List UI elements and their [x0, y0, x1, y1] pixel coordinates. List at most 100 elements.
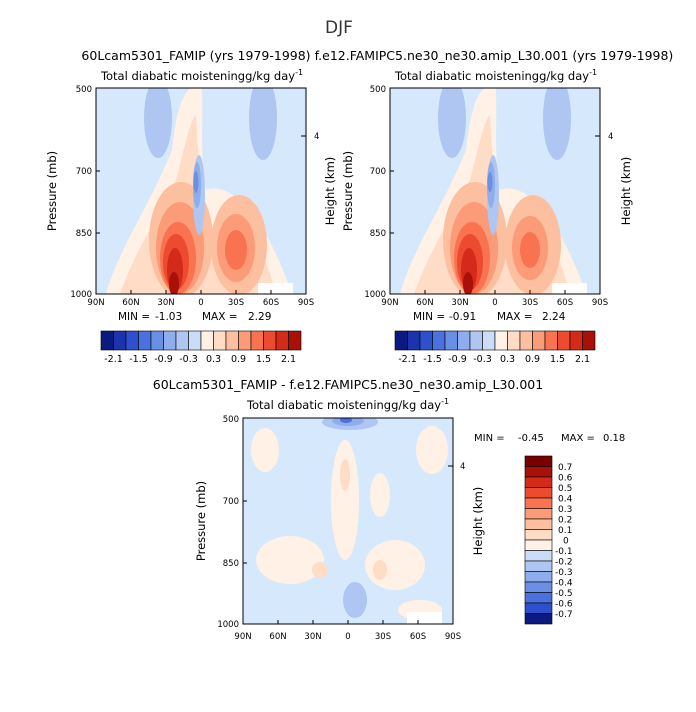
panel-b-cb-label-5: 0.3 [500, 354, 515, 365]
panel-c-units: g/kg day [391, 398, 441, 412]
panel-c-colorbar: 0.7 0.6 0.5 0.4 0.3 0.2 0.1 0 -0.1 -0.2 … [524, 455, 573, 625]
panel-a-xtick-30s: 30S [228, 298, 244, 308]
panel-c-yaxis: 500 700 850 1000 Pressure (mb) 4 Height … [194, 415, 485, 630]
panel-a-neg-lobe-nh [144, 88, 172, 158]
panel-a-cb-label-2: -1.5 [129, 354, 148, 365]
panel-c-right-tick: 4 [460, 462, 465, 472]
panel-a-ytick-500: 500 [76, 85, 92, 95]
panel-a-pos-lobe-sh-5 [225, 230, 247, 270]
panel-a-right-tick: 4 [314, 132, 319, 142]
panel-b-ylabel: Pressure (mb) [341, 151, 355, 231]
panel-a-units-exp: -1 [295, 68, 303, 77]
panel-c-max-value: 0.18 [603, 433, 625, 444]
panel-b-yaxis: 500 700 850 1000 Pressure (mb) 4 Height … [341, 85, 633, 300]
panel-a-xtick-0: 0 [198, 298, 203, 308]
panel-c-cb-label-2: 0.6 [558, 474, 573, 484]
panel-b-right-tick: 4 [608, 132, 613, 142]
panel-c-title: Total diabatic moisteningg/kg day-1 [246, 397, 449, 412]
panel-c-ytick-1000: 1000 [217, 620, 239, 630]
panel-a-cb-label-3: -0.9 [154, 354, 173, 365]
panel-b-xtick-30n: 30N [451, 298, 468, 308]
panel-a-xaxis: 90N 60N 30N 0 30S 60S 90S [87, 290, 314, 308]
panel-b-ytick-700: 700 [370, 167, 386, 177]
panel-a-cb-label-7: 1.5 [256, 354, 271, 365]
panel-a-cb-label-6: 0.9 [231, 354, 246, 365]
panel-c-min-value: -0.45 [518, 433, 544, 444]
panel-a-min-value: -1.03 [155, 311, 182, 323]
panel-b-max-label: MAX = [497, 311, 533, 323]
panel-b-cb-label-6: 0.9 [525, 354, 540, 365]
panel-b-field [390, 88, 600, 294]
panel-b-xtick-90s: 90S [592, 298, 608, 308]
panel-a-colorbar: -2.1 -1.5 -0.9 -0.3 0.3 0.9 1.5 2.1 [100, 330, 302, 365]
panel-a-pos-core-8 [169, 272, 179, 294]
panel-c-xtick-30s: 30S [375, 632, 391, 642]
panel-a-neg-lobe-sh [249, 88, 277, 160]
panel-c-pos-patch-6 [256, 536, 324, 584]
panel-b-case-name: f.e12.FAMIPC5.ne30_ne30.amip_L30.001 (yr… [315, 48, 674, 63]
panel-b-xtick-0: 0 [492, 298, 497, 308]
panel-a-xtick-90s: 90S [298, 298, 314, 308]
panel-a-title-text: Total diabatic moistening [100, 69, 245, 83]
panel-b-xtick-30s: 30S [522, 298, 538, 308]
panel-a-field [96, 88, 306, 294]
panel-c-xtick-60s: 60S [410, 632, 426, 642]
panel-c-cb-label-9: -0.1 [555, 547, 573, 557]
panel-b-xtick-60s: 60S [557, 298, 573, 308]
panel-c-xtick-90n: 90N [234, 632, 251, 642]
panel-c-units-exp: -1 [441, 397, 449, 406]
panel-c-cb-label-1: 0.7 [558, 463, 572, 473]
panel-b-pos-lobe-sh-5 [520, 232, 540, 268]
panel-b-units-exp: -1 [589, 68, 597, 77]
panel-b-ytick-500: 500 [370, 85, 386, 95]
panel-c-pos-patch-4 [340, 459, 350, 491]
panel-b-units: g/kg day [539, 69, 589, 83]
panel-c-xtick-30n: 30N [304, 632, 321, 642]
panel-c-right-label: Height (km) [471, 487, 485, 556]
panel-c-case-name: 60Lcam5301_FAMIP - f.e12.FAMIPC5.ne30_ne… [153, 377, 543, 392]
panel-c-pos-patch-9 [373, 560, 387, 580]
panel-b-terrain-mask [552, 283, 587, 294]
panel-a-ytick-1000: 1000 [70, 290, 92, 300]
panel-b-title-text: Total diabatic moistening [394, 69, 539, 83]
panel-a-title: Total diabatic moisteningg/kg day-1 [100, 68, 303, 83]
panel-a-xtick-90n: 90N [87, 298, 104, 308]
panel-c-xaxis: 90N 60N 30N 0 30S 60S 90S [234, 620, 461, 642]
panel-a-case-name: 60Lcam5301_FAMIP (yrs 1979-1998) [81, 48, 310, 63]
panel-c-cb-label-4: 0.4 [558, 495, 573, 505]
panel-c-cb-label-13: -0.5 [555, 589, 573, 599]
panel-a-ylabel: Pressure (mb) [45, 151, 59, 231]
panel-a-xtick-30n: 30N [157, 298, 174, 308]
panel-b-min-label: MIN = [413, 311, 445, 323]
panel-a-cb-label-1: -2.1 [104, 354, 123, 365]
panel-b-cb-label-4: -0.3 [473, 354, 492, 365]
panel-a-yaxis: 500 700 850 1000 Pressure (mb) 4 Height … [45, 85, 337, 300]
panel-a-units: g/kg day [245, 69, 295, 83]
panel-c-neg-top-3 [340, 418, 352, 423]
panel-c-cb-label-10: -0.2 [555, 558, 573, 568]
panel-a-ytick-700: 700 [76, 167, 92, 177]
panel-a-max-value: 2.29 [248, 311, 271, 323]
panel-c-cb-label-14: -0.6 [555, 600, 573, 610]
panel-b-max-value: 2.24 [542, 311, 566, 323]
panel-b-colorbar: -2.1 -1.5 -0.9 -0.3 0.3 0.9 1.5 2.1 [394, 330, 596, 365]
panel-c-max-label: MAX = [561, 433, 595, 444]
panel-c-xtick-60n: 60N [269, 632, 286, 642]
panel-c-ylabel: Pressure (mb) [194, 481, 208, 561]
panel-b-cb-label-3: -0.9 [448, 354, 467, 365]
panel-b-eq-neg-3 [487, 172, 493, 192]
panel-a-ytick-850: 850 [76, 229, 92, 239]
panel-c-cb-label-6: 0.2 [558, 516, 572, 526]
panel-c-pos-patch-1 [251, 428, 279, 472]
panel-c-ytick-700: 700 [223, 497, 239, 507]
panel-a-cb-label-8: 2.1 [281, 354, 296, 365]
panel-b-pos-core-8 [463, 272, 473, 294]
panel-b-ytick-1000: 1000 [364, 290, 386, 300]
panel-c-ytick-500: 500 [223, 415, 239, 425]
panel-b-cb-label-7: 1.5 [550, 354, 565, 365]
panel-c-pos-patch-7 [312, 562, 328, 578]
panel-c-xtick-0: 0 [345, 632, 350, 642]
panel-a-cb-label-5: 0.3 [206, 354, 221, 365]
figure-title: DJF [325, 18, 353, 38]
